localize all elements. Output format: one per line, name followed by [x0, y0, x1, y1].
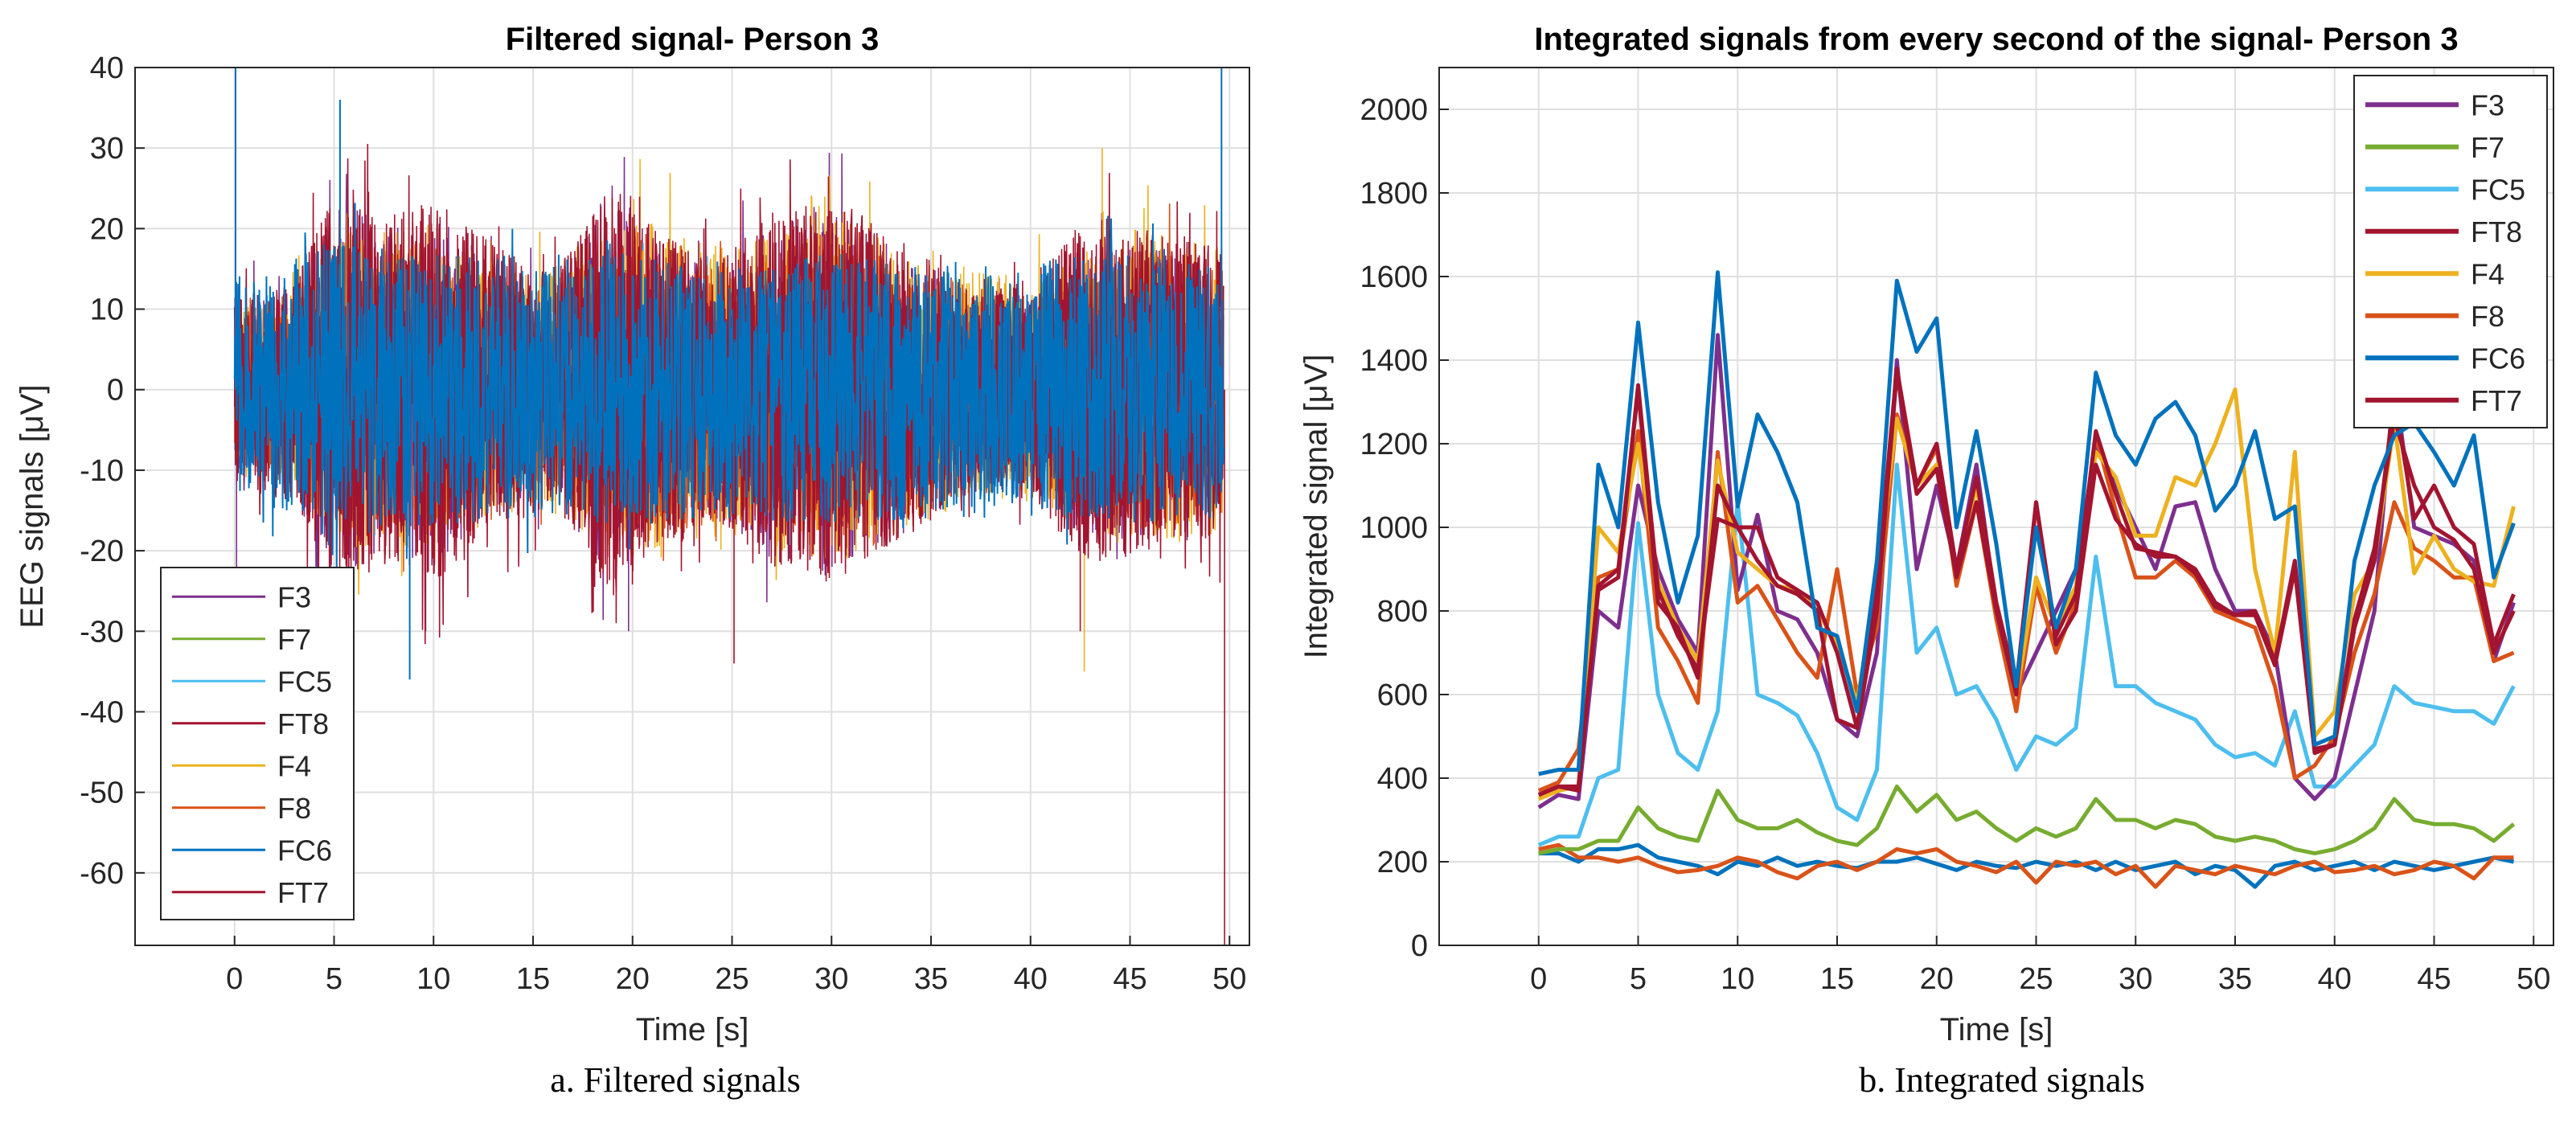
chart2-ytick-label: 1200: [1360, 428, 1428, 461]
chart1-ylabel: EEG signals [μV]: [14, 384, 50, 628]
chart2-legend: [2353, 75, 2548, 428]
chart1-legend-label: FT7: [277, 876, 329, 909]
chart1-xtick-label: 45: [1113, 962, 1146, 996]
chart1-xtick-label: 15: [516, 962, 550, 996]
chart1-legend-label: FC5: [277, 665, 332, 698]
chart1-xtick-label: 25: [715, 962, 749, 996]
chart1-xlabel: Time [s]: [636, 1012, 749, 1047]
chart2-series-f7: [1538, 784, 2516, 856]
chart1-legend-label: F7: [277, 623, 311, 656]
chart2-ytick-label: 1600: [1360, 260, 1428, 294]
chart2-axes-box: [1438, 67, 2554, 946]
chart1-xtick-label: 5: [326, 962, 343, 996]
chart1-axes-box: [134, 67, 1250, 946]
chart2-legend-label: FC6: [2471, 342, 2525, 375]
chart1-xtick-label: 10: [416, 962, 450, 996]
chart1-xtick-label: 50: [1212, 962, 1246, 996]
chart2-legend-label: FC5: [2471, 173, 2525, 206]
chart1-ytick-label: -30: [80, 615, 124, 649]
chart1-ytick-label: 40: [90, 51, 124, 85]
chart2-legend-label: F4: [2471, 257, 2504, 290]
caption-a: a. Filtered signals: [550, 1060, 801, 1100]
chart1-series-fc6: [233, 68, 1224, 680]
chart2-xtick-label: 0: [1530, 962, 1547, 996]
chart2-xtick-label: 15: [1820, 962, 1854, 996]
chart2-legend-label: FT8: [2471, 215, 2522, 248]
chart1-xtick-label: 30: [814, 962, 848, 996]
chart2-xtick-label: 5: [1630, 962, 1647, 996]
chart2-xtick-label: 50: [2517, 962, 2550, 996]
chart1-legend: [160, 567, 355, 920]
chart2-xtick-label: 45: [2417, 962, 2451, 996]
chart2-series-fc6-low: [1538, 842, 2515, 889]
chart2-xtick-label: 30: [2119, 962, 2152, 996]
chart2-xtick-label: 40: [2318, 962, 2352, 996]
chart2-xtick-label: 20: [1920, 962, 1954, 996]
chart2-ytick-label: 1000: [1360, 511, 1428, 545]
chart1-ytick-label: 0: [107, 374, 124, 408]
chart2-series-fc5: [1537, 462, 2516, 847]
chart2-xtick-label: 25: [2019, 962, 2053, 996]
chart1-ytick-label: -20: [80, 535, 124, 568]
chart2-legend-label: F8: [2471, 300, 2504, 333]
chart2-legend-label: F7: [2471, 131, 2504, 164]
chart2-ytick-label: 1800: [1360, 177, 1428, 211]
chart1-ytick-label: -50: [80, 777, 124, 810]
chart2-title: Integrated signals from every second of …: [1534, 22, 2458, 57]
chart1-ytick-label: -60: [80, 857, 124, 891]
chart2-ytick-label: 200: [1377, 846, 1428, 879]
chart1-ytick-label: 30: [90, 132, 124, 166]
chart1-legend-label: F4: [277, 749, 311, 782]
chart2-legend-label: FT7: [2471, 384, 2522, 417]
chart2-xtick-label: 10: [1721, 962, 1754, 996]
chart1-ytick-label: -40: [80, 695, 124, 729]
chart2-series-fc6: [1538, 270, 2516, 777]
chart1-ytick-label: 20: [90, 212, 124, 246]
chart1-ytick-label: 10: [90, 293, 124, 327]
chart2-legend-label: F3: [2471, 88, 2504, 121]
chart1-ytick-label: -10: [80, 454, 124, 488]
chart1-legend-label: FC6: [277, 834, 332, 867]
chart2-ytick-label: 1400: [1360, 344, 1428, 378]
chart1-xtick-label: 35: [914, 962, 948, 996]
chart2-xtick-label: 35: [2218, 962, 2252, 996]
chart2-ytick-label: 600: [1377, 678, 1428, 712]
chart2-ytick-label: 0: [1411, 929, 1428, 963]
caption-b: b. Integrated signals: [1859, 1060, 2145, 1100]
chart2-xlabel: Time [s]: [1940, 1012, 2053, 1047]
chart2-series-f8-low: [1538, 842, 2514, 889]
chart1-xtick-label: 40: [1014, 962, 1048, 996]
chart2-series-f3: [1537, 333, 2516, 809]
chart2-ytick-label: 400: [1377, 762, 1428, 796]
chart2-ytick-label: 800: [1377, 595, 1428, 629]
chart1-title: Filtered signal- Person 3: [506, 22, 880, 57]
chart2-ylabel: Integrated signal [μV]: [1298, 355, 1334, 659]
chart1-xtick-label: 20: [616, 962, 650, 996]
chart1-legend-label: F8: [277, 792, 311, 825]
chart1-legend-label: F3: [277, 580, 311, 613]
chart2-ytick-label: 2000: [1360, 93, 1428, 127]
chart1-legend-label: FT8: [277, 707, 329, 740]
chart1-xtick-label: 0: [226, 962, 243, 996]
